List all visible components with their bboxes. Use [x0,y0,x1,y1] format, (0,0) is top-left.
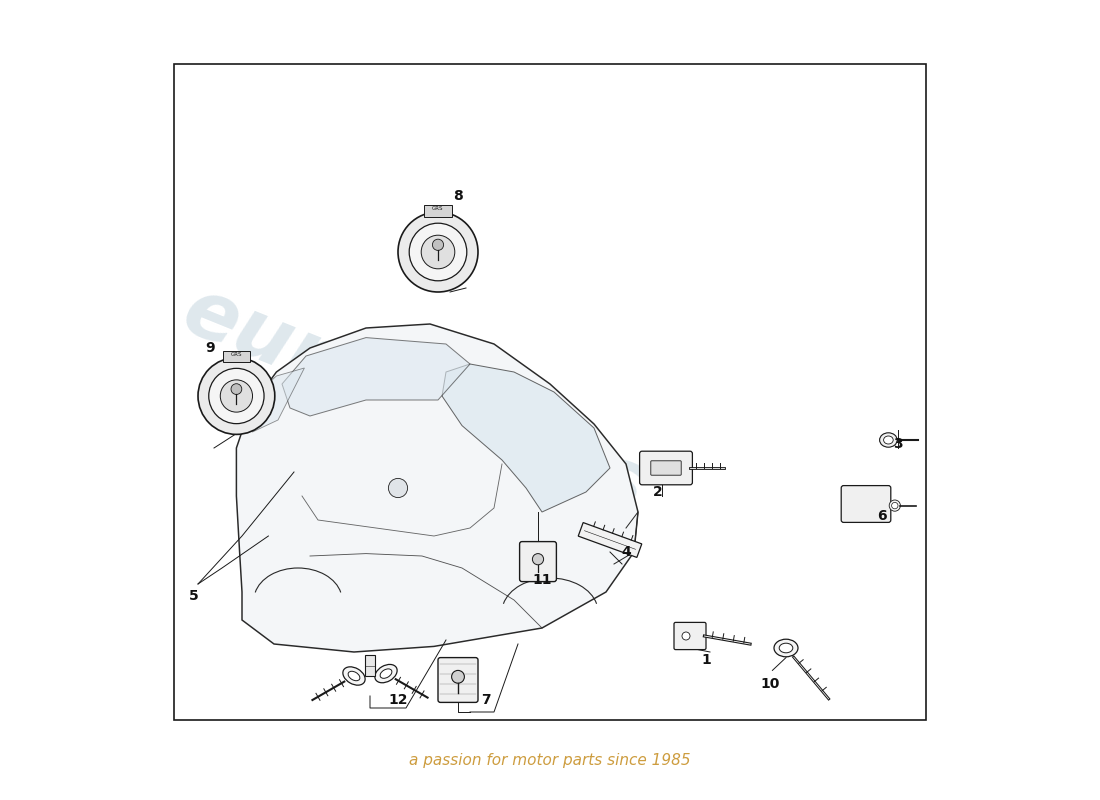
Text: a passion for motor parts since 1985: a passion for motor parts since 1985 [327,478,582,594]
Text: 11: 11 [532,573,552,587]
Circle shape [682,632,690,640]
Ellipse shape [880,433,898,447]
Ellipse shape [381,669,392,678]
FancyBboxPatch shape [842,486,891,522]
Text: 8: 8 [453,189,463,203]
FancyBboxPatch shape [519,542,557,582]
Bar [223,350,250,362]
Polygon shape [579,522,641,558]
FancyBboxPatch shape [674,622,706,650]
Circle shape [398,212,478,292]
Text: 3: 3 [893,437,903,451]
Bar [365,655,375,676]
Polygon shape [244,368,305,432]
FancyBboxPatch shape [438,658,478,702]
Text: 2: 2 [653,485,663,499]
Text: 9: 9 [206,341,214,355]
Circle shape [198,358,275,434]
Text: 10: 10 [760,677,780,691]
Polygon shape [236,324,638,652]
Circle shape [231,384,242,394]
Text: 6: 6 [877,509,887,523]
Ellipse shape [375,665,397,682]
FancyBboxPatch shape [639,451,692,485]
Polygon shape [442,364,611,512]
Ellipse shape [348,671,360,681]
Circle shape [892,502,898,509]
Ellipse shape [779,643,793,653]
Circle shape [209,368,264,424]
Circle shape [409,223,466,281]
Text: 12: 12 [388,693,408,707]
Circle shape [388,478,408,498]
Ellipse shape [343,667,365,685]
Circle shape [432,239,443,250]
Text: 4: 4 [621,545,631,559]
Text: GRS: GRS [231,352,242,357]
Bar [424,205,452,217]
Bar [174,64,926,720]
Polygon shape [282,338,470,416]
Circle shape [452,670,464,683]
Ellipse shape [883,436,893,444]
Circle shape [421,235,454,269]
Text: eurosparts: eurosparts [170,271,657,529]
Circle shape [220,380,253,412]
Text: 7: 7 [481,693,491,707]
Text: 1: 1 [701,653,711,667]
Text: a passion for motor parts since 1985: a passion for motor parts since 1985 [409,753,691,767]
Circle shape [889,500,901,511]
Circle shape [532,554,543,565]
Ellipse shape [774,639,798,657]
FancyBboxPatch shape [651,461,681,475]
Text: GRS: GRS [432,206,443,211]
Text: 5: 5 [189,589,199,603]
